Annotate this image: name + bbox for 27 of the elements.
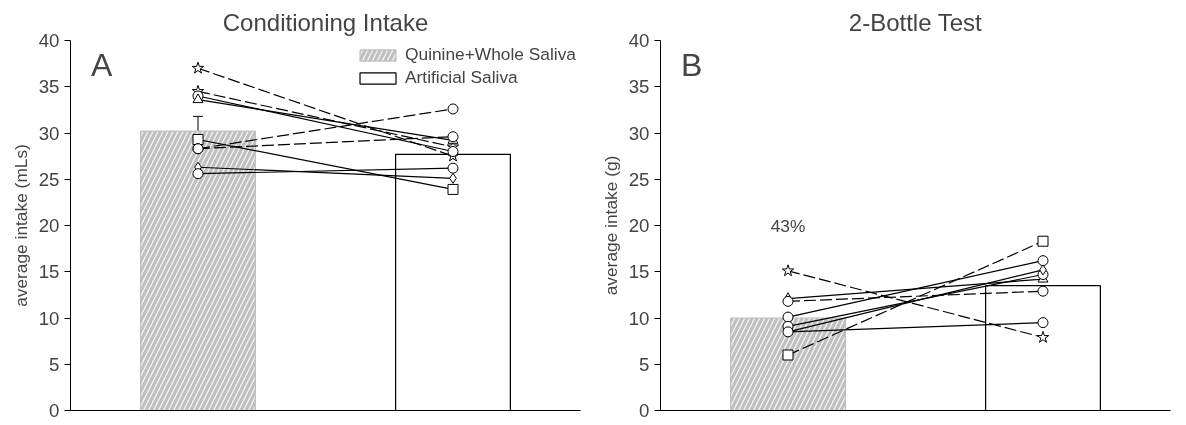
y-tick-label: 0 xyxy=(49,400,60,421)
y-tick-label: 25 xyxy=(38,168,60,190)
y-tick-label: 35 xyxy=(628,76,650,98)
y-tick-label: 10 xyxy=(628,307,650,329)
chart-title: Conditioning Intake xyxy=(222,8,429,36)
y-tick-label: 20 xyxy=(628,215,650,236)
y-axis-title: average intake (g) xyxy=(600,155,621,296)
y-tick-label: 5 xyxy=(639,353,650,375)
annotation: B xyxy=(680,46,703,83)
y-tick-label: 20 xyxy=(38,215,60,236)
chart-title: 2-Bottle Test xyxy=(848,8,983,36)
y-tick-label: 30 xyxy=(628,122,650,144)
y-tick-label: 30 xyxy=(38,122,60,144)
y-tick-label: 15 xyxy=(38,261,60,283)
y-tick-label: 40 xyxy=(628,30,650,51)
annotation: 43% xyxy=(770,215,806,236)
y-tick-label: 0 xyxy=(639,400,650,421)
y-tick-label: 40 xyxy=(38,30,60,51)
y-tick-label: 35 xyxy=(38,76,60,98)
y-tick-label: 15 xyxy=(628,261,650,283)
legend-label: Quinine+Whole Saliva xyxy=(405,44,576,65)
y-tick-label: 5 xyxy=(49,353,60,375)
annotation: A xyxy=(90,46,113,83)
y-tick-label: 25 xyxy=(628,168,650,190)
y-tick-label: 10 xyxy=(38,307,60,329)
y-axis-title: average intake (mLs) xyxy=(10,144,31,307)
legend-label: Artificial Saliva xyxy=(405,67,518,88)
